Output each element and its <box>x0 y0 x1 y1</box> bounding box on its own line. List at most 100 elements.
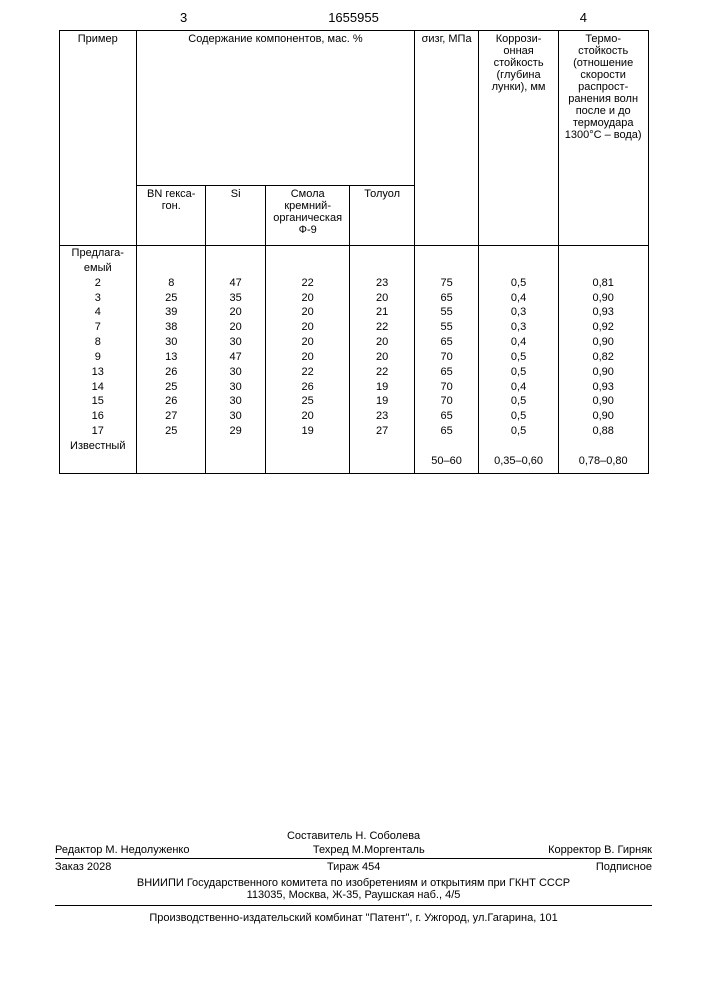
composer: Составитель Н. Соболева <box>55 830 652 842</box>
page-left: 3 <box>180 10 187 25</box>
cell: 23 <box>350 409 414 424</box>
cell: 70 <box>414 350 478 365</box>
row-label-proposed: Предлага­емый <box>59 246 137 276</box>
cell: 25 <box>137 424 206 439</box>
cell: 8 <box>137 276 206 291</box>
table-row: Извест­ный <box>59 439 648 454</box>
tirazh: Тираж 454 <box>327 861 380 873</box>
cell: 22 <box>350 365 414 380</box>
cell: 20 <box>265 350 350 365</box>
table-row: 17 25 29 19 27 65 0,5 0,88 <box>59 424 648 439</box>
row-label-known: Извест­ный <box>59 439 137 454</box>
cell: 26 <box>137 365 206 380</box>
cell: 20 <box>265 409 350 424</box>
cell: 35 <box>206 291 265 306</box>
cell: 26 <box>137 394 206 409</box>
cell: 0,5 <box>479 409 559 424</box>
cell: 27 <box>137 409 206 424</box>
table-row: 2 8 47 22 23 75 0,5 0,81 <box>59 276 648 291</box>
cell: 0,90 <box>558 365 648 380</box>
cell: 30 <box>206 335 265 350</box>
cell: 70 <box>414 394 478 409</box>
table-row: 14 25 30 26 19 70 0,4 0,93 <box>59 380 648 395</box>
cell: 20 <box>206 305 265 320</box>
cell: 20 <box>265 335 350 350</box>
subscription: Подписное <box>596 861 652 873</box>
table-row: 3 25 35 20 20 65 0,4 0,90 <box>59 291 648 306</box>
subheader-si: Si <box>206 186 265 246</box>
cell: 0,92 <box>558 320 648 335</box>
cell: 38 <box>137 320 206 335</box>
cell: 0,93 <box>558 380 648 395</box>
cell: 0,5 <box>479 365 559 380</box>
cell: 17 <box>59 424 137 439</box>
cell: 25 <box>265 394 350 409</box>
editor: Редактор М. Недолуженко <box>55 844 189 856</box>
cell: 30 <box>206 394 265 409</box>
cell: 29 <box>206 424 265 439</box>
cell: 0,5 <box>479 276 559 291</box>
subheader-bn: BN гекса­гон. <box>137 186 206 246</box>
cell: 0,93 <box>558 305 648 320</box>
doc-number: 1655955 <box>0 10 707 25</box>
cell: 21 <box>350 305 414 320</box>
table-row: Предлага­емый <box>59 246 648 276</box>
cell: 23 <box>350 276 414 291</box>
cell: 65 <box>414 365 478 380</box>
cell: 14 <box>59 380 137 395</box>
table-row: 50–60 0,35–0,60 0,78–0,80 <box>59 454 648 473</box>
table-row: 13 26 30 22 22 65 0,5 0,90 <box>59 365 648 380</box>
table-row: 8 30 30 20 20 65 0,4 0,90 <box>59 335 648 350</box>
cell: 0,4 <box>479 291 559 306</box>
cell: 65 <box>414 424 478 439</box>
cell: 15 <box>59 394 137 409</box>
data-table: Пример Содержание компонентов, мас. % σи… <box>59 30 649 474</box>
cell: 22 <box>350 320 414 335</box>
cell: 0,78–0,80 <box>558 454 648 473</box>
press-line: Производственно-издательский комбинат "П… <box>55 906 652 924</box>
table-row: 4 39 20 20 21 55 0,3 0,93 <box>59 305 648 320</box>
cell: 65 <box>414 335 478 350</box>
table-body: Предлага­емый 2 8 47 22 23 75 0,5 0,81 3… <box>59 246 648 474</box>
cell: 70 <box>414 380 478 395</box>
cell: 26 <box>265 380 350 395</box>
cell: 20 <box>350 335 414 350</box>
cell: 19 <box>265 424 350 439</box>
cell: 0,4 <box>479 335 559 350</box>
credits-block: Составитель Н. Соболева Редактор М. Недо… <box>55 830 652 924</box>
cell: 19 <box>350 380 414 395</box>
cell: 25 <box>137 380 206 395</box>
table-row: 9 13 47 20 20 70 0,5 0,82 <box>59 350 648 365</box>
org-line-1: ВНИИПИ Государственного комитета по изоб… <box>55 877 652 889</box>
cell: 4 <box>59 305 137 320</box>
cell: 19 <box>350 394 414 409</box>
cell: 65 <box>414 291 478 306</box>
cell: 9 <box>59 350 137 365</box>
cell: 75 <box>414 276 478 291</box>
header-thermal: Термо­стойкость (отноше­ние скоро­сти ра… <box>558 31 648 246</box>
cell: 20 <box>350 350 414 365</box>
cell: 7 <box>59 320 137 335</box>
cell: 22 <box>265 276 350 291</box>
cell: 0,5 <box>479 424 559 439</box>
cell: 39 <box>137 305 206 320</box>
cell: 20 <box>206 320 265 335</box>
table-row: 16 27 30 20 23 65 0,5 0,90 <box>59 409 648 424</box>
cell: 13 <box>59 365 137 380</box>
techred: Техред М.Моргенталь <box>313 844 425 856</box>
cell: 55 <box>414 320 478 335</box>
cell: 20 <box>265 320 350 335</box>
table-row: 15 26 30 25 19 70 0,5 0,90 <box>59 394 648 409</box>
cell: 13 <box>137 350 206 365</box>
cell: 0,5 <box>479 394 559 409</box>
cell: 8 <box>59 335 137 350</box>
cell: 3 <box>59 291 137 306</box>
cell: 20 <box>265 291 350 306</box>
cell: 0,90 <box>558 409 648 424</box>
order: Заказ 2028 <box>55 861 111 873</box>
corrector: Корректор В. Гирняк <box>548 844 652 856</box>
header-example: Пример <box>59 31 137 246</box>
cell: 20 <box>265 305 350 320</box>
cell: 20 <box>350 291 414 306</box>
cell: 25 <box>137 291 206 306</box>
